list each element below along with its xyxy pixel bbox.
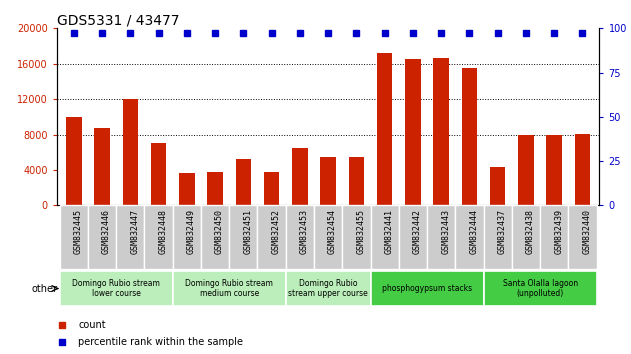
Text: GSM832447: GSM832447: [130, 209, 139, 253]
Bar: [173, 271, 286, 306]
Text: Santa Olalla lagoon
(unpolluted): Santa Olalla lagoon (unpolluted): [502, 279, 577, 298]
Bar: [314, 205, 342, 269]
Bar: [66, 117, 81, 205]
Text: GSM832439: GSM832439: [554, 209, 563, 253]
Text: GSM832446: GSM832446: [102, 209, 111, 253]
Text: GSM832450: GSM832450: [215, 209, 224, 253]
Text: Domingo Rubio stream
medium course: Domingo Rubio stream medium course: [186, 279, 273, 298]
Text: GSM832453: GSM832453: [300, 209, 309, 253]
Text: GSM832442: GSM832442: [413, 209, 422, 253]
Bar: [462, 68, 477, 205]
Text: Domingo Rubio
stream upper course: Domingo Rubio stream upper course: [288, 279, 368, 298]
Text: phosphogypsum stacks: phosphogypsum stacks: [382, 284, 472, 293]
Bar: [433, 58, 449, 205]
Text: percentile rank within the sample: percentile rank within the sample: [78, 337, 244, 347]
Text: GSM832438: GSM832438: [526, 209, 535, 253]
Bar: [540, 205, 569, 269]
Text: GSM832441: GSM832441: [385, 209, 394, 253]
Text: GSM832448: GSM832448: [158, 209, 168, 253]
Bar: [257, 205, 286, 269]
Bar: [569, 205, 597, 269]
Bar: [348, 156, 364, 205]
Text: GSM832451: GSM832451: [244, 209, 252, 253]
Text: GSM832454: GSM832454: [328, 209, 337, 253]
Bar: [292, 148, 308, 205]
Bar: [490, 167, 505, 205]
Text: GSM832440: GSM832440: [582, 209, 591, 253]
Bar: [151, 143, 167, 205]
Bar: [427, 205, 456, 269]
Text: Domingo Rubio stream
lower course: Domingo Rubio stream lower course: [72, 279, 160, 298]
Text: GSM832452: GSM832452: [271, 209, 281, 253]
Bar: [235, 159, 251, 205]
Bar: [370, 271, 483, 306]
Bar: [173, 205, 201, 269]
Bar: [286, 271, 370, 306]
Bar: [116, 205, 144, 269]
Bar: [483, 271, 597, 306]
Bar: [264, 172, 280, 205]
Text: GSM832449: GSM832449: [187, 209, 196, 253]
Bar: [88, 205, 116, 269]
Bar: [377, 53, 392, 205]
Bar: [208, 172, 223, 205]
Bar: [512, 205, 540, 269]
Bar: [122, 99, 138, 205]
Text: GSM832445: GSM832445: [74, 209, 83, 253]
Bar: [229, 205, 257, 269]
Text: GSM832443: GSM832443: [441, 209, 450, 253]
Bar: [483, 205, 512, 269]
Text: GSM832455: GSM832455: [357, 209, 365, 253]
Bar: [518, 135, 534, 205]
Bar: [456, 205, 483, 269]
Bar: [342, 205, 370, 269]
Bar: [179, 172, 194, 205]
Bar: [94, 129, 110, 205]
Bar: [286, 205, 314, 269]
Bar: [201, 205, 229, 269]
Bar: [59, 205, 88, 269]
Bar: [546, 136, 562, 205]
Bar: [370, 205, 399, 269]
Text: count: count: [78, 320, 106, 330]
Bar: [144, 205, 173, 269]
Bar: [405, 59, 421, 205]
Text: GDS5331 / 43477: GDS5331 / 43477: [57, 13, 179, 27]
Bar: [321, 156, 336, 205]
Bar: [399, 205, 427, 269]
Bar: [59, 271, 173, 306]
Text: GSM832444: GSM832444: [469, 209, 478, 253]
Text: other: other: [32, 284, 57, 293]
Bar: [575, 134, 590, 205]
Text: GSM832437: GSM832437: [498, 209, 507, 253]
